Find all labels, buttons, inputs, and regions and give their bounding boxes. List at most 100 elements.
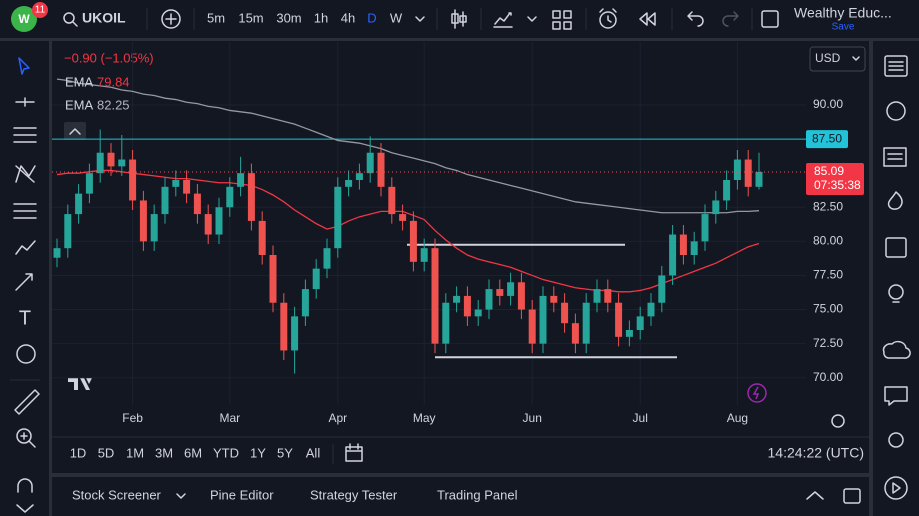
search-icon[interactable] [63, 12, 75, 24]
tv-logo [68, 378, 92, 390]
brush-tool[interactable] [15, 240, 36, 255]
range-button[interactable]: YTD [213, 445, 239, 460]
interval[interactable]: 5m [207, 10, 225, 25]
help[interactable] [884, 476, 908, 500]
undo[interactable] [687, 11, 704, 27]
interval[interactable]: W [390, 10, 403, 25]
candle-body [744, 159, 752, 187]
x-tick-label: Apr [328, 411, 347, 425]
range-button[interactable]: 1M [126, 445, 144, 460]
maximize-panel[interactable] [843, 488, 861, 504]
lines-tool[interactable] [13, 127, 37, 143]
plot-area [52, 42, 806, 405]
range-button[interactable]: 3M [155, 445, 173, 460]
arrow-tool[interactable] [15, 273, 33, 291]
level-label: 87.50 [812, 131, 842, 145]
symbol[interactable]: UKOIL [82, 10, 126, 26]
fib-tool[interactable] [13, 203, 37, 219]
replay[interactable] [639, 12, 656, 26]
tv-logo [68, 378, 92, 390]
candle-body [712, 200, 720, 215]
range-button[interactable]: 1Y [250, 445, 266, 460]
candle-body [118, 159, 126, 167]
save-label[interactable]: Save [832, 22, 855, 33]
panel-tab-menu[interactable] [176, 493, 186, 499]
chart-settings[interactable] [831, 414, 845, 428]
account-name[interactable]: Wealthy Educ... [794, 5, 892, 21]
emoji-tool[interactable] [16, 344, 36, 364]
event-marker[interactable] [747, 383, 767, 403]
calendar[interactable] [885, 237, 907, 258]
candle-body [528, 309, 536, 344]
magnet-tool[interactable] [17, 478, 33, 493]
cursor-tool[interactable] [18, 57, 30, 75]
chats[interactable] [882, 340, 911, 359]
candle-body [485, 289, 493, 310]
x-tick-label: Jun [523, 411, 542, 425]
messages[interactable] [884, 386, 908, 406]
collapse-tools[interactable] [16, 504, 34, 513]
interval-menu[interactable] [415, 16, 425, 22]
candle-body [701, 214, 709, 242]
alert[interactable] [599, 11, 617, 29]
last-price-label: 85.09 [814, 164, 844, 178]
candle-body [193, 193, 201, 215]
zoom-tool [20, 432, 36, 448]
range-button[interactable]: 6M [184, 445, 202, 460]
range-button[interactable]: All [306, 445, 321, 460]
range-button[interactable]: 5D [98, 445, 115, 460]
candle-body [355, 173, 363, 180]
panel-tab[interactable]: Pine Editor [210, 487, 274, 502]
interval-active[interactable]: D [367, 10, 376, 25]
avatar[interactable] [11, 6, 37, 32]
currency-select[interactable] [809, 46, 866, 72]
interval[interactable]: 30m [276, 10, 301, 25]
panel-tab[interactable]: Trading Panel [437, 487, 518, 502]
collapse-legend[interactable] [64, 122, 86, 140]
range-button[interactable]: 5Y [277, 445, 293, 460]
layouts[interactable] [552, 10, 572, 30]
chart-type[interactable] [451, 9, 467, 29]
add-symbol[interactable] [161, 9, 181, 29]
candle-body [258, 220, 266, 255]
indicators-menu[interactable] [527, 16, 537, 22]
candle-body [345, 180, 353, 187]
panel-tab[interactable]: Strategy Tester [310, 487, 398, 502]
clock: 14:24:22 (UTC) [768, 445, 864, 461]
pattern-tool[interactable] [15, 165, 36, 183]
crosshair-tool[interactable] [15, 97, 35, 107]
add-symbol [165, 13, 177, 25]
hotlists[interactable] [887, 191, 903, 210]
drawing-tools: T [10, 57, 40, 513]
interval[interactable]: 1h [314, 10, 328, 25]
zoom-tool[interactable] [16, 428, 32, 444]
interval[interactable]: 15m [238, 10, 263, 25]
widget-bar [882, 55, 911, 500]
ruler-tool[interactable] [14, 389, 40, 415]
badge-count: 11 [35, 5, 46, 16]
candle-body [53, 248, 61, 258]
x-tick-label: May [413, 411, 436, 425]
go-to-date[interactable] [345, 443, 363, 462]
collapse-legend [69, 128, 81, 135]
panel-tab[interactable]: Stock Screener [72, 487, 162, 502]
left-toolbar [0, 41, 49, 516]
ideas[interactable] [888, 284, 904, 300]
fullscreen[interactable] [761, 10, 779, 28]
expand-panel[interactable] [806, 491, 824, 500]
candle-body [690, 241, 698, 255]
news[interactable] [883, 147, 907, 167]
text-tool[interactable]: T [19, 307, 31, 329]
streams[interactable] [888, 432, 904, 448]
redo[interactable] [722, 11, 739, 27]
interval[interactable]: 4h [341, 10, 355, 25]
candle-body [733, 159, 741, 180]
candle-body [161, 186, 169, 215]
range-button[interactable]: 1D [70, 445, 87, 460]
alerts[interactable] [886, 101, 906, 121]
help [892, 482, 901, 494]
candle-body [107, 152, 115, 167]
watchlist[interactable] [884, 55, 908, 77]
indicators[interactable] [493, 12, 513, 28]
